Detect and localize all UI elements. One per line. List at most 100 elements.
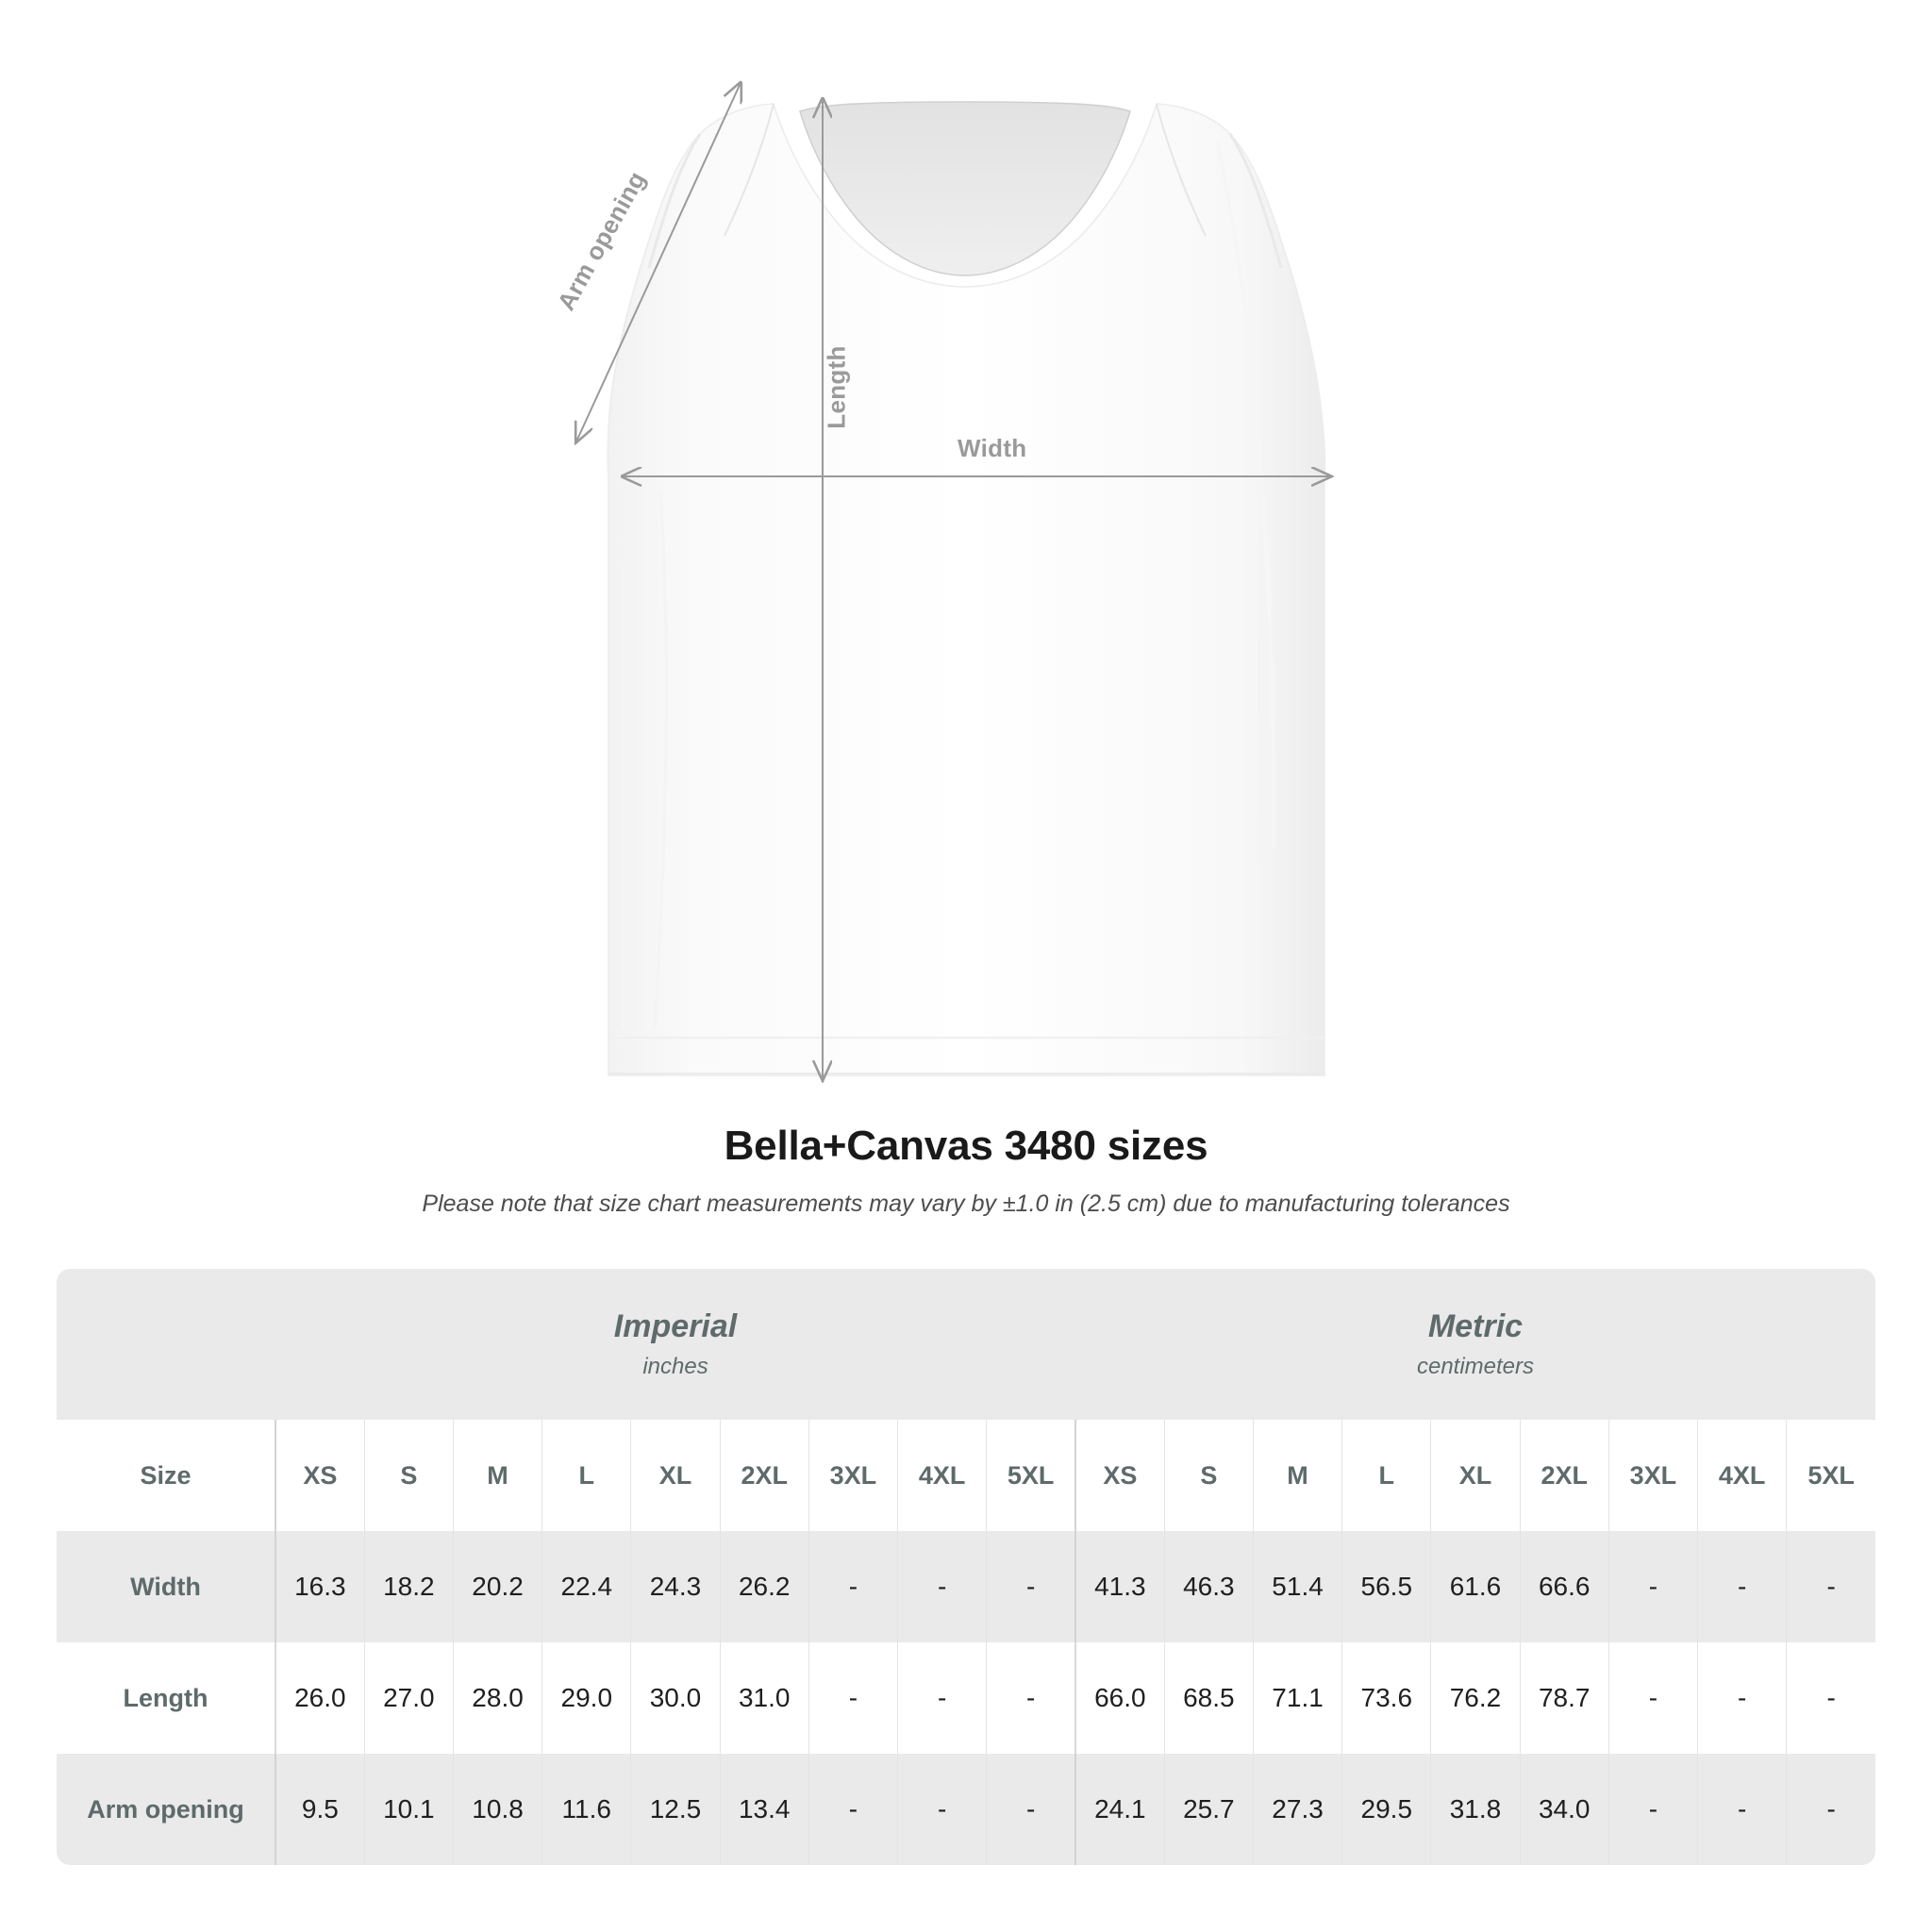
tolerance-note: Please note that size chart measurements… [422,1191,1510,1217]
cell-arm-opening-xl-imperial: 12.5 [630,1754,721,1865]
size-header-l-imperial: L [541,1420,631,1531]
cell-length-s-metric: 68.5 [1163,1642,1254,1754]
unit-band-spacer [57,1269,275,1420]
cell-width-4xl-metric: - [1697,1531,1787,1642]
cell-arm-opening-m-imperial: 10.8 [452,1754,542,1865]
table-row: Width 16.3 18.2 20.2 22.4 24.3 26.2- - -41.3 46.3… [57,1531,1875,1642]
unit-subtitle: centimeters [1416,1353,1535,1379]
cell-width-xs-metric: 41.3 [1074,1531,1165,1642]
size-header-xl-metric: XL [1430,1420,1521,1531]
arm-opening-arrow [576,83,741,441]
cell-arm-opening-2xl-metric: 34.0 [1519,1754,1609,1865]
unit-name: Imperial [613,1308,738,1345]
cell-width-xl-imperial: 24.3 [630,1531,721,1642]
size-chart-table-wrapper: Imperial inches Metric centimeters Size XS S M L… [57,1269,1875,1865]
unit-header-metric: Metric centimeters [1075,1269,1875,1420]
cell-arm-opening-s-imperial: 10.1 [363,1754,454,1865]
cell-length-3xl-metric: - [1607,1642,1698,1754]
size-header-3xl-metric: 3XL [1607,1420,1698,1531]
size-header-m-metric: M [1252,1420,1342,1531]
cell-arm-opening-l-imperial: 11.6 [541,1754,631,1865]
cell-width-2xl-imperial: 26.2 [719,1531,809,1642]
cell-width-m-metric: 51.4 [1252,1531,1342,1642]
row-label-length: Length [57,1642,275,1754]
cell-arm-opening-5xl-metric: - [1786,1754,1875,1865]
cell-arm-opening-m-metric: 27.3 [1252,1754,1342,1865]
cell-width-3xl-metric: - [1607,1531,1698,1642]
cell-length-5xl-metric: - [1786,1642,1875,1754]
cell-width-l-imperial: 22.4 [541,1531,631,1642]
size-header-4xl-imperial: 4XL [897,1420,987,1531]
row-label-width: Width [57,1531,275,1642]
cell-arm-opening-xs-metric: 24.1 [1074,1754,1165,1865]
table-row: Arm opening 9.5 10.1 10.8 11.6 12.5 13.4- - -24.… [57,1754,1875,1865]
size-header-s-imperial: S [363,1420,454,1531]
size-header-xl-imperial: XL [630,1420,721,1531]
unit-name: Metric [1427,1308,1524,1345]
page-title: Bella+Canvas 3480 sizes [724,1123,1208,1169]
cell-length-3xl-imperial: - [808,1642,898,1754]
garment-illustration: Arm opening Length Width [0,0,1932,1123]
tank-top-diagram [0,0,1932,1123]
cell-width-5xl-imperial: - [986,1531,1075,1642]
cell-arm-opening-xl-metric: 31.8 [1430,1754,1521,1865]
unit-header-imperial: Imperial inches [275,1269,1075,1420]
size-header-2xl-metric: 2XL [1519,1420,1609,1531]
cell-length-2xl-metric: 78.7 [1519,1642,1609,1754]
size-header-3xl-imperial: 3XL [808,1420,898,1531]
cell-length-2xl-imperial: 31.0 [719,1642,809,1754]
size-header-xs-metric: XS [1074,1420,1165,1531]
cell-length-5xl-imperial: - [986,1642,1075,1754]
unit-subtitle: inches [642,1353,708,1379]
cell-width-3xl-imperial: - [808,1531,898,1642]
cell-arm-opening-4xl-imperial: - [897,1754,987,1865]
cell-arm-opening-2xl-imperial: 13.4 [719,1754,809,1865]
size-header-4xl-metric: 4XL [1697,1420,1787,1531]
cell-width-2xl-metric: 66.6 [1519,1531,1609,1642]
measurement-guides [576,83,1330,1079]
size-header-label: Size [57,1420,275,1531]
size-header-s-metric: S [1163,1420,1254,1531]
cell-arm-opening-5xl-imperial: - [986,1754,1075,1865]
size-header-row: Size XS S M L XL 2XL 3XL 4XL 5XL XS S M L XL 2XL 3XL 4XL 5… [57,1420,1875,1531]
cell-width-s-imperial: 18.2 [363,1531,454,1642]
cell-width-xs-imperial: 16.3 [274,1531,365,1642]
cell-length-xs-metric: 66.0 [1074,1642,1165,1754]
cell-width-m-imperial: 20.2 [452,1531,542,1642]
cell-length-s-imperial: 27.0 [363,1642,454,1754]
table-row: Length 26.0 27.0 28.0 29.0 30.0 31.0- - -66.0 68.… [57,1642,1875,1754]
size-header-l-metric: L [1341,1420,1431,1531]
cell-arm-opening-3xl-imperial: - [808,1754,898,1865]
row-label-arm-opening: Arm opening [57,1754,275,1865]
cell-width-5xl-metric: - [1786,1531,1875,1642]
cell-length-xl-metric: 76.2 [1430,1642,1521,1754]
size-chart-table: Imperial inches Metric centimeters Size XS S M L… [57,1269,1875,1865]
cell-length-l-metric: 73.6 [1341,1642,1431,1754]
unit-band-row: Imperial inches Metric centimeters [57,1269,1875,1420]
tank-top-shape [607,101,1326,1076]
size-header-2xl-imperial: 2XL [719,1420,809,1531]
cell-length-xl-imperial: 30.0 [630,1642,721,1754]
length-label: Length [822,345,851,429]
caption-block: Bella+Canvas 3480 sizes Please note that… [0,1123,1932,1218]
cell-arm-opening-4xl-metric: - [1697,1754,1787,1865]
cell-length-4xl-metric: - [1697,1642,1787,1754]
cell-width-s-metric: 46.3 [1163,1531,1254,1642]
cell-length-l-imperial: 29.0 [541,1642,631,1754]
cell-length-m-imperial: 28.0 [452,1642,542,1754]
size-header-5xl-metric: 5XL [1786,1420,1875,1531]
size-header-xs-imperial: XS [274,1420,365,1531]
cell-arm-opening-l-metric: 29.5 [1341,1754,1431,1865]
cell-arm-opening-s-metric: 25.7 [1163,1754,1254,1865]
size-header-5xl-imperial: 5XL [986,1420,1075,1531]
cell-length-xs-imperial: 26.0 [274,1642,365,1754]
cell-length-m-metric: 71.1 [1252,1642,1342,1754]
cell-length-4xl-imperial: - [897,1642,987,1754]
cell-width-4xl-imperial: - [897,1531,987,1642]
size-header-m-imperial: M [452,1420,542,1531]
cell-arm-opening-3xl-metric: - [1607,1754,1698,1865]
cell-arm-opening-xs-imperial: 9.5 [274,1754,365,1865]
cell-width-l-metric: 56.5 [1341,1531,1431,1642]
cell-width-xl-metric: 61.6 [1430,1531,1521,1642]
width-label: Width [958,434,1027,462]
